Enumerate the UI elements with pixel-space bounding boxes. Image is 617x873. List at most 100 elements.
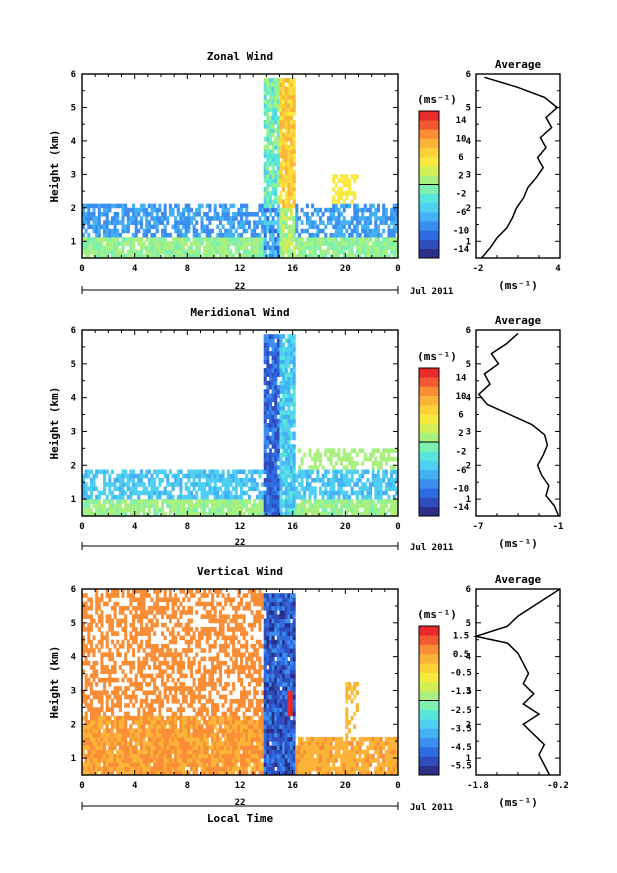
y-axis-label: Height (km) xyxy=(48,130,61,203)
y-tick-label: 1 xyxy=(71,495,76,505)
average-y-tick-label: 6 xyxy=(466,585,471,595)
average-y-tick-label: 3 xyxy=(466,686,471,696)
colorbar: (ms⁻¹) 14 10 6 2 -2 -6 -10 -14 xyxy=(417,93,470,259)
colorbar-tick-label: -5.5 xyxy=(450,762,472,772)
colorbar-units: (ms⁻¹) xyxy=(417,93,457,106)
x-tick-label: 0 xyxy=(395,522,400,532)
average-y-tick-label: 5 xyxy=(466,619,471,629)
y-axis: 1 2 3 4 5 6 xyxy=(71,585,398,776)
y-tick-label: 6 xyxy=(71,585,76,595)
colorbar-tick-label: -2 xyxy=(456,190,467,200)
average-profile: Average 1 2 3 4 5 6 -7 -1 (ms⁻¹) xyxy=(466,314,564,550)
average-title: Average xyxy=(495,314,542,327)
date-label: 22 xyxy=(235,282,246,292)
y-tick-label: 1 xyxy=(71,754,76,764)
average-profile: Average 1 2 3 4 5 6 -2 4 (ms⁻¹) xyxy=(466,58,562,292)
y-tick-label: 3 xyxy=(71,686,76,696)
date-label: 22 xyxy=(235,798,246,808)
y-axis: 1 2 3 4 5 6 xyxy=(71,70,398,259)
average-title: Average xyxy=(495,573,542,586)
x-axis: 0 4 8 12 16 20 0 xyxy=(79,74,401,274)
month-label: Jul 2011 xyxy=(410,543,453,553)
x-tick-label: 12 xyxy=(235,522,246,532)
colorbar-tick-label: 0.5 xyxy=(453,650,469,660)
colorbar-units: (ms⁻¹) xyxy=(417,608,457,621)
y-tick-label: 3 xyxy=(71,427,76,437)
y-tick-label: 2 xyxy=(71,204,76,214)
colorbar-tick-label: 2 xyxy=(458,171,463,181)
average-y-tick-label: 6 xyxy=(466,70,471,80)
colorbar-units: (ms⁻¹) xyxy=(417,350,457,363)
average-y-tick-label: 5 xyxy=(466,360,471,370)
colorbar-tick-label: 14 xyxy=(456,116,467,126)
average-y-tick-label: 4 xyxy=(466,394,472,404)
average-x-label: (ms⁻¹) xyxy=(498,279,538,292)
heatmap-cells xyxy=(82,78,399,259)
x-axis: 0 4 8 12 16 20 0 xyxy=(79,589,401,791)
average-x-tick-label: -0.2 xyxy=(547,781,569,791)
average-y-tick-label: 4 xyxy=(466,653,472,663)
colorbar-tick-label: -14 xyxy=(453,245,470,255)
y-axis-label: Height (km) xyxy=(48,387,61,460)
month-label: Jul 2011 xyxy=(410,803,453,813)
average-y-tick-label: 1 xyxy=(466,495,471,505)
x-tick-label: 0 xyxy=(79,781,84,791)
y-tick-label: 5 xyxy=(71,103,76,113)
average-frame xyxy=(475,73,561,259)
x-tick-label: 4 xyxy=(132,522,138,532)
heatmap-cells xyxy=(82,589,399,776)
y-tick-label: 4 xyxy=(71,137,77,147)
y-tick-label: 6 xyxy=(71,70,76,80)
average-y-tick-label: 3 xyxy=(466,427,471,437)
average-y-tick-label: 2 xyxy=(466,204,471,214)
x-tick-label: 4 xyxy=(132,781,138,791)
x-tick-label: 12 xyxy=(235,264,246,274)
colorbar-tick-label: -2.5 xyxy=(450,706,472,716)
colorbar-tick-label: -4.5 xyxy=(450,743,472,753)
average-x-tick-label: -1 xyxy=(553,522,564,532)
y-tick-label: 2 xyxy=(71,720,76,730)
y-tick-label: 3 xyxy=(71,170,76,180)
x-tick-label: 0 xyxy=(395,264,400,274)
colorbar-tick-label: -6 xyxy=(456,208,467,218)
date-axis: 22 Jul 2011 xyxy=(81,798,453,813)
colorbar-tick-label: 2 xyxy=(458,429,463,439)
average-x-label: (ms⁻¹) xyxy=(498,537,538,550)
average-profile-line xyxy=(477,332,560,517)
average-y-tick-label: 1 xyxy=(466,754,471,764)
colorbar-tick-label: -10 xyxy=(453,226,469,236)
panel-title: Vertical Wind xyxy=(197,565,283,578)
x-tick-label: 0 xyxy=(395,781,400,791)
month-label: Jul 2011 xyxy=(410,287,453,297)
x-tick-label: 12 xyxy=(235,781,246,791)
average-x-tick-label: -7 xyxy=(473,522,484,532)
panel-title: Meridional Wind xyxy=(190,306,289,319)
colorbar-tick-label: 6 xyxy=(458,153,463,163)
y-tick-label: 1 xyxy=(71,237,76,247)
y-tick-label: 4 xyxy=(71,653,77,663)
average-profile: Average 1 2 3 4 5 6 -1.8 -0.2 (ms⁻¹) xyxy=(466,573,569,809)
colorbar-tick-label: -2 xyxy=(456,447,467,457)
x-tick-label: 0 xyxy=(79,264,84,274)
date-axis: 22 Jul 2011 xyxy=(81,538,453,553)
average-y-tick-label: 1 xyxy=(466,237,471,247)
colorbar-tick-label: 14 xyxy=(456,373,467,383)
panel-title: Zonal Wind xyxy=(207,50,273,63)
average-profile-line xyxy=(481,76,559,259)
x-axis-label: Local Time xyxy=(207,812,274,825)
x-tick-label: 8 xyxy=(185,781,190,791)
average-y-tick-label: 2 xyxy=(466,720,471,730)
average-y-tick-label: 3 xyxy=(466,170,471,180)
x-tick-label: 0 xyxy=(79,522,84,532)
y-tick-label: 4 xyxy=(71,394,77,404)
y-axis: 1 2 3 4 5 6 xyxy=(71,326,398,517)
average-y-tick-label: 6 xyxy=(466,326,471,336)
colorbar-tick-label: 10 xyxy=(456,135,467,145)
average-profile-line xyxy=(473,588,561,776)
x-tick-label: 16 xyxy=(287,522,298,532)
colorbar: (ms⁻¹) 1.5 0.5 -0.5 -1.5 -2.5 -3.5 -4.5 -5.5 xyxy=(417,608,472,776)
date-label: 22 xyxy=(235,538,246,548)
x-tick-label: 20 xyxy=(340,781,351,791)
